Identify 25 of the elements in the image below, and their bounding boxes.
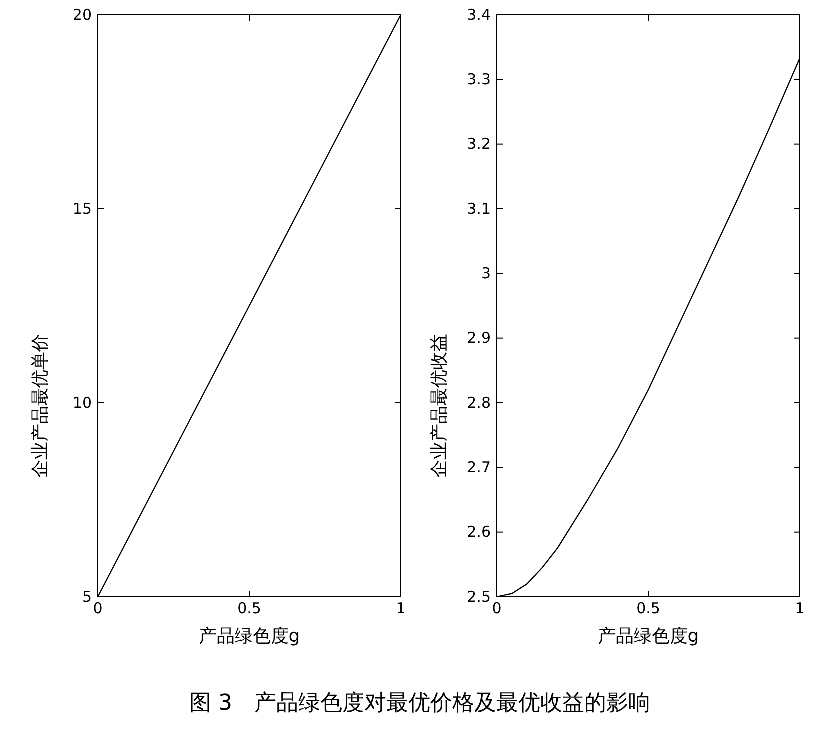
y-tick-label: 2.5	[467, 588, 491, 606]
y-tick-label: 2.8	[467, 394, 491, 412]
y-tick-label: 15	[72, 200, 92, 218]
x-tick-label: 0.5	[636, 600, 660, 618]
y-tick-label: 2.7	[467, 458, 491, 476]
caption: 图 3 产品绿色度对最优价格及最优收益的影响	[190, 691, 650, 716]
y-tick-label: 2.9	[467, 329, 491, 348]
x-axis-title: 产品绿色度g	[198, 626, 300, 647]
y-tick-label: 3.1	[467, 200, 491, 218]
y-axis-title: 企业产品最优单价	[30, 334, 51, 478]
x-tick-label: 0	[93, 600, 103, 618]
y-tick-label: 3.3	[467, 70, 491, 88]
x-axis-title: 产品绿色度g	[598, 626, 700, 647]
y-tick-label: 10	[72, 394, 92, 412]
y-tick-label: 3	[481, 264, 491, 282]
y-tick-label: 3.2	[467, 135, 491, 154]
y-tick-label: 5	[82, 588, 92, 606]
x-tick-label: 0	[492, 600, 502, 618]
x-tick-label: 0.5	[238, 600, 262, 618]
x-tick-label: 1	[795, 600, 805, 618]
y-axis-title: 企业产品最优收益	[429, 334, 450, 478]
y-tick-label: 3.4	[467, 6, 491, 24]
y-tick-label: 2.6	[467, 523, 491, 542]
y-tick-label: 20	[72, 6, 92, 24]
x-tick-label: 1	[396, 600, 406, 618]
